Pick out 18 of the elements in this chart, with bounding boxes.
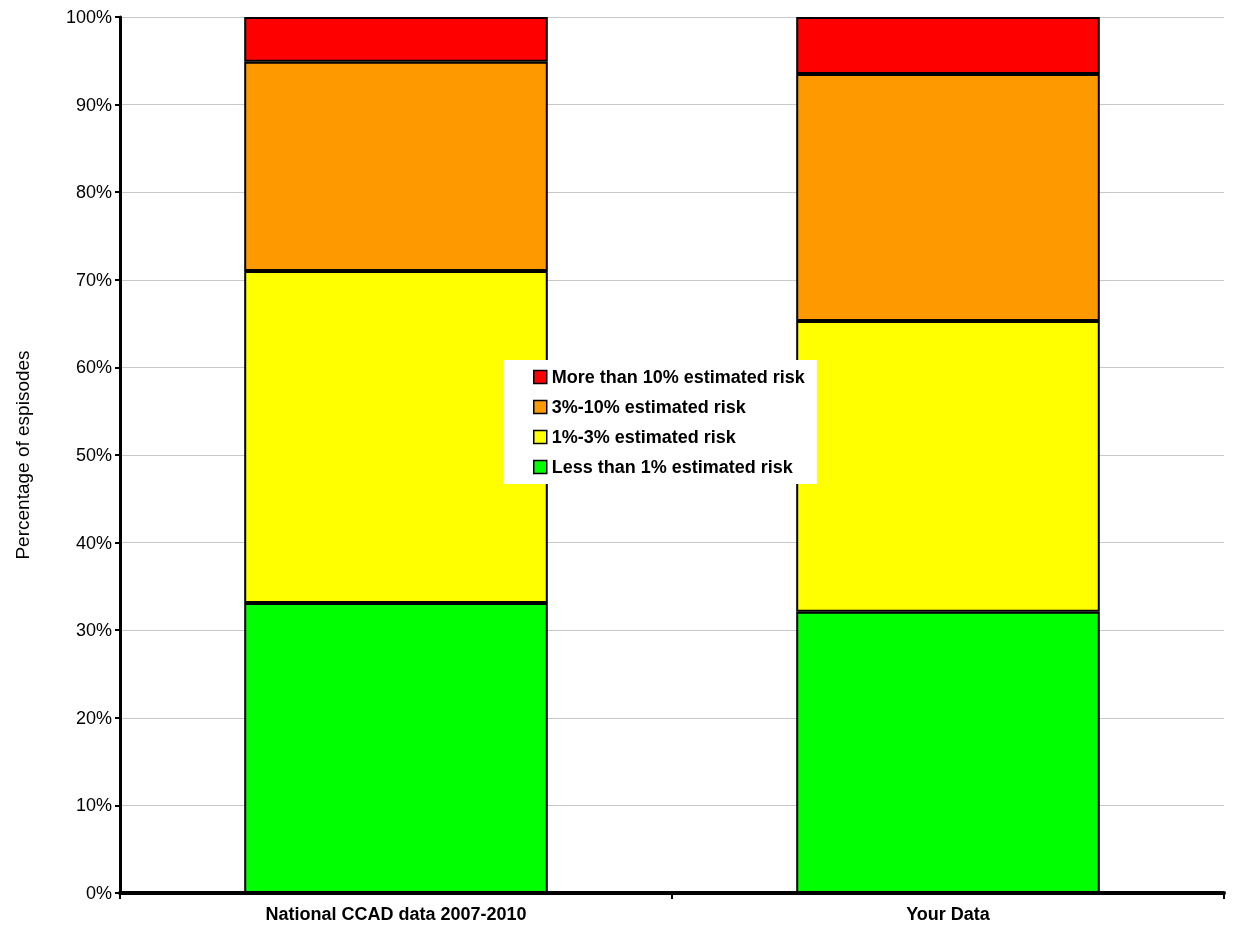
y-tick-label: 90% [75, 94, 112, 115]
y-tick-label: 80% [75, 182, 112, 203]
y-tick-label: 20% [75, 707, 112, 728]
y-axis-title: Percentage of espisodes [12, 350, 33, 560]
y-tick-label: 40% [75, 532, 112, 553]
y-tick-label: 0% [85, 883, 112, 903]
x-tick-label: Your Data [906, 904, 991, 924]
y-tick-label: 100% [65, 7, 112, 27]
y-tick-label: 50% [75, 445, 112, 465]
legend-label: 3%-10% estimated risk [551, 397, 747, 417]
y-tick-label: 60% [75, 357, 112, 378]
legend-label: More than 10% estimated risk [551, 367, 806, 387]
y-tick-label: 30% [75, 620, 112, 641]
legend-label: Less than 1% estimated risk [551, 457, 794, 477]
y-tick-label: 70% [75, 269, 112, 290]
legend-label: 1%-3% estimated risk [551, 427, 737, 447]
x-tick-label: National CCAD data 2007-2010 [265, 904, 527, 924]
y-tick-label: 10% [75, 795, 112, 816]
